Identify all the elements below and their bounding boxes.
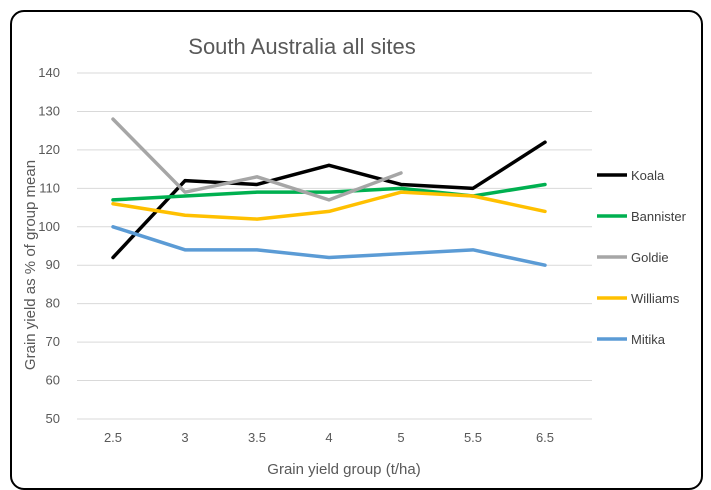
legend-label-bannister: Bannister — [631, 209, 687, 224]
legend-label-mitika: Mitika — [631, 332, 666, 347]
legend-label-koala: Koala — [631, 168, 665, 183]
y-tick-label: 110 — [39, 180, 60, 195]
y-axis-title: Grain yield as % of group mean — [22, 160, 39, 370]
line-chart: South Australia all sites 50 60 70 80 90 100 1… — [22, 34, 687, 478]
x-axis-title: Grain yield group (t/ha) — [267, 461, 420, 478]
series-line-mitika — [111, 225, 547, 267]
x-axis-ticks: 2.5 3 3.5 4 5 5.5 6.5 — [104, 430, 554, 445]
y-tick-label: 50 — [46, 411, 60, 426]
chart-frame: South Australia all sites 50 60 70 80 90 100 1… — [10, 10, 703, 490]
y-tick-label: 80 — [46, 296, 60, 311]
x-tick-label: 3.5 — [248, 430, 266, 445]
x-tick-label: 3 — [181, 430, 188, 445]
y-tick-label: 100 — [38, 219, 60, 234]
series-line-koala — [111, 140, 547, 260]
chart-title: South Australia all sites — [188, 34, 415, 59]
legend-label-goldie: Goldie — [631, 250, 669, 265]
y-tick-label: 140 — [38, 65, 60, 80]
y-tick-label: 70 — [46, 334, 60, 349]
x-tick-label: 5 — [397, 430, 404, 445]
x-tick-label: 6.5 — [536, 430, 554, 445]
y-tick-label: 60 — [46, 373, 60, 388]
y-tick-label: 120 — [38, 142, 60, 157]
legend: Koala Bannister Goldie Williams Mitika — [597, 168, 687, 347]
y-tick-label: 90 — [46, 257, 60, 272]
gridlines — [77, 72, 592, 420]
legend-label-williams: Williams — [631, 291, 680, 306]
x-tick-label: 2.5 — [104, 430, 122, 445]
x-tick-label: 4 — [325, 430, 332, 445]
series-line-williams — [111, 190, 547, 221]
series-lines — [111, 117, 547, 267]
y-axis-ticks: 50 60 70 80 90 100 110 120 130 140 — [38, 65, 60, 426]
y-tick-label: 130 — [38, 103, 60, 118]
series-line-goldie — [111, 117, 403, 202]
x-tick-label: 5.5 — [464, 430, 482, 445]
